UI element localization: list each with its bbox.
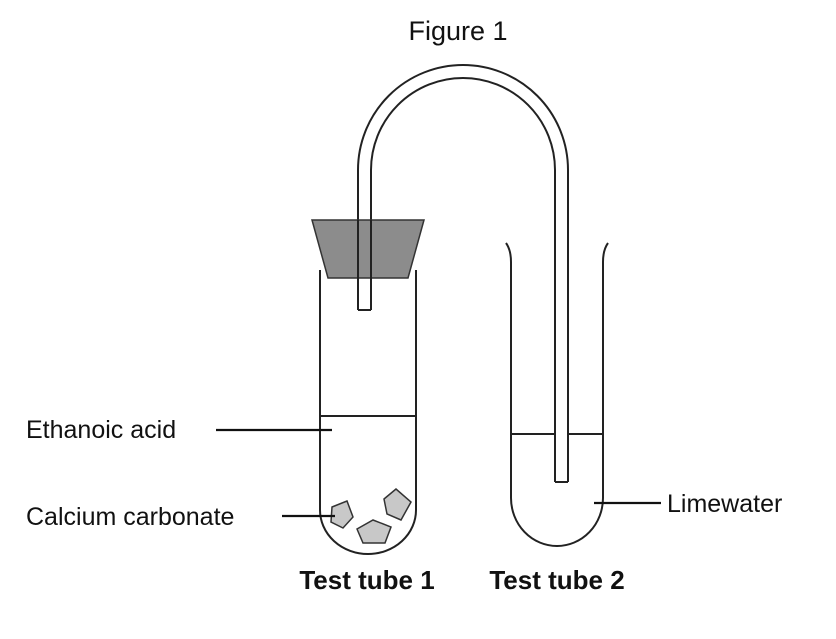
figure-title: Figure 1: [408, 16, 507, 46]
test-tube-1-wall: [319, 270, 417, 555]
test-tube-1: [311, 219, 425, 555]
test-tube-2-caption: Test tube 2: [489, 565, 624, 595]
delivery-tube-inner-wall: [370, 77, 556, 482]
chip-2: [383, 488, 412, 521]
delivery-tube-outer-wall: [357, 64, 569, 482]
test-tube-1-caption: Test tube 1: [299, 565, 434, 595]
test-tube-2-wall: [505, 242, 609, 547]
rubber-bung: [311, 219, 425, 279]
ethanoic-acid-label: Ethanoic acid: [26, 416, 176, 444]
limewater-label: Limewater: [667, 490, 782, 518]
chip-3: [356, 519, 392, 544]
calcium-carbonate-chips: [330, 488, 412, 544]
test-tube-2: [505, 242, 609, 547]
delivery-tube: [357, 64, 569, 483]
calcium-carbonate-label: Calcium carbonate: [26, 503, 234, 531]
chip-1: [330, 500, 354, 529]
